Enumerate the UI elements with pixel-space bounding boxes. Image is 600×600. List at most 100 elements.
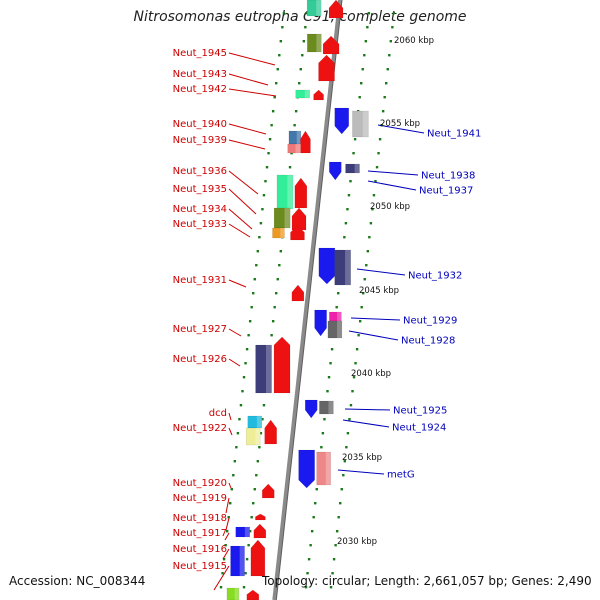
gene-arrow-up (255, 513, 266, 521)
guide-dot (362, 292, 365, 295)
guide-dot (302, 40, 306, 43)
guide-dot (261, 418, 264, 421)
guide-dot (267, 152, 270, 155)
leader-line-left (225, 517, 230, 531)
guide-dot (347, 194, 351, 197)
gene-box (235, 526, 250, 538)
guide-dot (242, 586, 246, 589)
gene-arrow-up (246, 589, 260, 600)
guide-dot (250, 306, 253, 309)
leader-line-left (225, 497, 230, 514)
guide-dot (276, 68, 279, 71)
gene-features (226, 0, 369, 600)
guide-dot (355, 348, 359, 351)
leader-line-left (228, 139, 266, 150)
gene-shade (265, 345, 272, 393)
gene-arrow-up (318, 54, 335, 82)
gene-shade (256, 416, 262, 428)
gene-shade (244, 527, 250, 537)
gene-arrow-up (322, 35, 340, 55)
gene-shade (316, 34, 322, 52)
gene-arrow-down (334, 107, 350, 135)
guide-dot (348, 418, 351, 421)
gene-box (295, 89, 310, 99)
guide-dot (262, 194, 266, 197)
guide-dot (314, 502, 317, 505)
guide-dot (256, 460, 260, 463)
guide-dot (276, 278, 279, 281)
gene-shade (287, 175, 293, 209)
gene-label-left: Neut_1927 (173, 324, 227, 335)
guide-dot (293, 124, 296, 127)
gene-arrow-up (273, 336, 291, 394)
gene-arrow-down (318, 247, 336, 285)
leader-line-right (367, 170, 419, 176)
guide-dot (299, 68, 302, 71)
guide-dot (386, 68, 389, 71)
guide-dot (271, 320, 275, 323)
guide-dot (360, 82, 363, 85)
guide-dot (304, 586, 308, 589)
gene-shade (354, 164, 360, 173)
guide-dot (323, 418, 326, 421)
guide-dot (259, 222, 263, 225)
gene-shade (234, 588, 239, 600)
gene-arrow-down (304, 399, 318, 419)
gene-label-left: Neut_1917 (173, 528, 227, 539)
guide-dot (391, 26, 394, 29)
guide-dot (247, 544, 250, 547)
guide-dot (335, 306, 338, 309)
guide-dot (275, 82, 278, 85)
guide-dot (358, 320, 362, 323)
guide-dot (329, 362, 332, 365)
gene-label-left: Neut_1922 (173, 423, 227, 434)
gene-label-right: Neut_1925 (393, 406, 447, 417)
guide-dot (253, 278, 256, 281)
guide-dot (305, 12, 309, 15)
guide-dot (306, 572, 309, 575)
guide-dot (225, 530, 229, 533)
gene-shade (304, 90, 310, 98)
guide-dot (310, 530, 314, 533)
guide-dot (235, 446, 238, 449)
guide-dot (261, 208, 264, 211)
guide-dot (255, 264, 258, 267)
guide-dot (365, 264, 368, 267)
gene-arrow-up (294, 177, 308, 209)
gene-shade (284, 208, 291, 228)
gene-box (307, 33, 322, 53)
guide-dot (268, 138, 272, 141)
gene-label-right: Neut_1928 (401, 336, 455, 347)
leader-line-left (228, 328, 242, 337)
leader-line-left (228, 358, 241, 367)
gene-shade (296, 131, 301, 144)
leader-line-left (228, 73, 269, 86)
gene-label-right: Neut_1937 (419, 186, 473, 197)
backbone-line (272, 0, 342, 600)
gene-shade (325, 452, 331, 485)
guide-dot (259, 432, 263, 435)
guide-dot (352, 376, 356, 379)
guide-dot (250, 516, 253, 519)
guide-dot (262, 404, 266, 407)
guide-dot (346, 208, 349, 211)
guide-dot (309, 544, 312, 547)
guide-dot (361, 68, 364, 71)
gene-labels: Neut_1945 Neut_1943 Neut_1942 Neut_1940 Neut… (173, 48, 482, 572)
guide-dot (278, 264, 281, 267)
leader-line-left (228, 279, 247, 288)
guide-dot (238, 418, 241, 421)
leader-line-right (342, 419, 390, 428)
guide-dot (304, 26, 307, 29)
guide-dot (329, 586, 333, 589)
kbp-label: 2060 kbp (394, 36, 434, 46)
gene-shade (337, 321, 342, 338)
guide-dot (279, 250, 283, 253)
leader-line-left (228, 208, 253, 230)
genome-title: Nitrosomonas eutropha C91, complete geno… (133, 9, 467, 25)
guide-dot (366, 26, 369, 29)
gene-box (245, 427, 261, 446)
label-leader-lines (213, 52, 425, 591)
guide-dot (339, 502, 342, 505)
